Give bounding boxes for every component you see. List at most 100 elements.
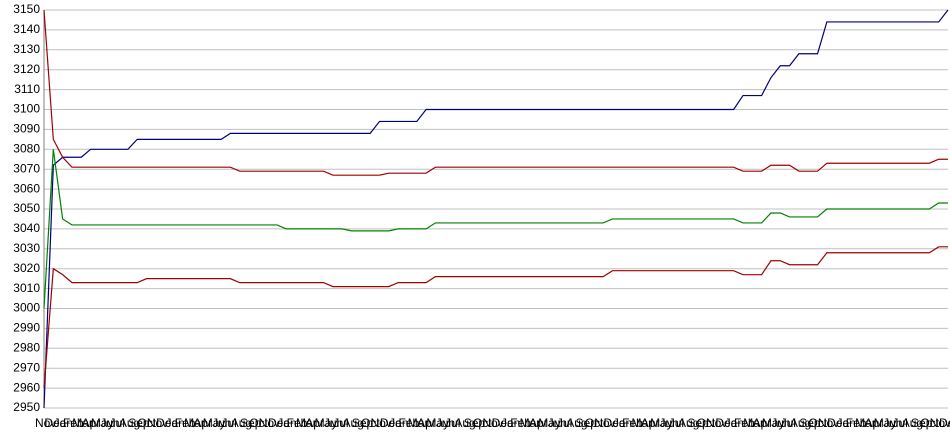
x-tick-label: Jun — [212, 416, 231, 430]
x-tick-label: Jun — [883, 416, 902, 430]
x-tick-label: Feb — [287, 416, 308, 430]
x-tick-label: Jan — [54, 416, 73, 430]
x-tick-label: Nov — [35, 416, 56, 430]
x-tick-label: Jul — [669, 416, 684, 430]
y-tick-label: 3060 — [13, 181, 40, 195]
y-tick-label: 2990 — [13, 321, 40, 335]
x-tick-label: Oct — [361, 416, 380, 430]
x-tick-label: Apr — [305, 416, 324, 430]
x-tick-label: Apr — [753, 416, 772, 430]
x-tick-label: Aug — [343, 416, 364, 430]
x-tick-label: May — [203, 416, 226, 430]
x-tick-label: Jun — [771, 416, 790, 430]
x-tick-label: Aug — [902, 416, 923, 430]
x-tick-label: Sep — [240, 416, 262, 430]
x-tick-label: Jan — [613, 416, 632, 430]
x-tick-label: Oct — [249, 416, 268, 430]
x-tick-label: Nov — [482, 416, 503, 430]
x-tick-label: Aug — [231, 416, 252, 430]
y-tick-label: 2950 — [13, 400, 40, 414]
x-tick-label: Feb — [622, 416, 643, 430]
x-tick-label: Nov — [706, 416, 727, 430]
x-tick-label: Sep — [576, 416, 598, 430]
x-tick-label: May — [762, 416, 785, 430]
x-tick-label: Mar — [743, 416, 764, 430]
x-tick-label: Nov — [147, 416, 168, 430]
x-tick-label: Mar — [408, 416, 429, 430]
x-tick-label: Aug — [454, 416, 475, 430]
x-tick-label: Jul — [781, 416, 796, 430]
y-tick-label: 3110 — [14, 82, 40, 96]
y-tick-label: 3130 — [13, 42, 40, 56]
y-tick-label: 3080 — [13, 141, 40, 155]
y-tick-label: 3030 — [13, 241, 40, 255]
x-tick-label: Sep — [799, 416, 821, 430]
x-tick-label: May — [315, 416, 338, 430]
x-tick-label: Dec — [715, 416, 736, 430]
x-tick-label: Sep — [352, 416, 374, 430]
y-tick-label: 3090 — [13, 122, 40, 136]
x-tick-label: Aug — [790, 416, 811, 430]
x-tick-label: Jun — [659, 416, 678, 430]
x-tick-label: May — [426, 416, 449, 430]
x-tick-label: May — [650, 416, 673, 430]
x-tick-label: Nov — [259, 416, 280, 430]
x-tick-label: Dec — [827, 416, 848, 430]
x-tick-label: Aug — [678, 416, 699, 430]
x-tick-label: Sep — [911, 416, 933, 430]
x-tick-label: Aug — [566, 416, 587, 430]
x-tick-label: Jul — [221, 416, 236, 430]
series-line — [43, 9, 948, 176]
x-tick-label: Feb — [734, 416, 755, 430]
x-tick-label: Jan — [389, 416, 408, 430]
x-tick-label: Jul — [110, 416, 125, 430]
x-tick-label: Mar — [72, 416, 93, 430]
x-tick-label: Feb — [63, 416, 84, 430]
y-tick-label: 2960 — [13, 380, 40, 394]
y-tick-label: 3020 — [13, 261, 40, 275]
x-tick-label: Jul — [892, 416, 907, 430]
x-tick-label: Feb — [398, 416, 419, 430]
x-tick-label: Sep — [464, 416, 486, 430]
x-tick-label: Mar — [184, 416, 205, 430]
x-tick-label: May — [874, 416, 897, 430]
x-tick-label: Dec — [939, 416, 950, 430]
series-line — [43, 149, 948, 309]
x-tick-label: Mar — [520, 416, 541, 430]
x-tick-label: Mar — [855, 416, 876, 430]
x-tick-label: Jun — [436, 416, 455, 430]
y-tick-label: 3100 — [13, 102, 40, 116]
y-tick-label: 3140 — [13, 22, 40, 36]
y-tick-label: 3040 — [13, 221, 40, 235]
x-tick-label: Jan — [725, 416, 744, 430]
x-tick-label: Feb — [175, 416, 196, 430]
x-tick-label: Jul — [557, 416, 572, 430]
x-tick-label: Oct — [473, 416, 492, 430]
x-tick-label: Sep — [687, 416, 709, 430]
x-tick-label: Apr — [417, 416, 436, 430]
y-tick-label: 3010 — [13, 281, 40, 295]
x-tick-label: Apr — [641, 416, 660, 430]
x-tick-label: May — [91, 416, 114, 430]
x-tick-label: Dec — [492, 416, 513, 430]
x-tick-label: Mar — [296, 416, 317, 430]
x-tick-label: Dec — [380, 416, 401, 430]
x-tick-label: Sep — [128, 416, 150, 430]
x-tick-label: Dec — [603, 416, 624, 430]
x-tick-label: Apr — [864, 416, 883, 430]
x-tick-label: Jul — [445, 416, 460, 430]
x-tick-label: Apr — [193, 416, 212, 430]
x-tick-label: May — [538, 416, 561, 430]
x-tick-label: Jan — [836, 416, 855, 430]
x-tick-label: Nov — [818, 416, 839, 430]
y-tick-label: 3120 — [13, 62, 40, 76]
x-tick-label: Jun — [100, 416, 119, 430]
x-tick-label: Jun — [324, 416, 343, 430]
series-line — [43, 9, 949, 409]
x-tick-label: Jul — [333, 416, 348, 430]
x-tick-label: Nov — [930, 416, 950, 430]
y-tick-label: 2970 — [13, 360, 40, 374]
y-tick-label: 3050 — [13, 201, 40, 215]
y-tick-label: 3000 — [13, 301, 40, 315]
